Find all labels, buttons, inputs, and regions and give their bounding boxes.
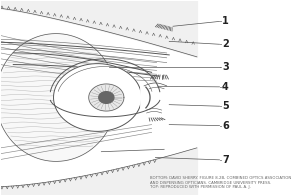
Text: 4: 4 <box>222 82 229 92</box>
Text: 7: 7 <box>222 155 229 165</box>
Text: 1: 1 <box>222 16 229 26</box>
Text: 3: 3 <box>222 62 229 73</box>
Polygon shape <box>89 84 124 111</box>
Text: 2: 2 <box>222 39 229 49</box>
Polygon shape <box>141 87 150 108</box>
Polygon shape <box>99 92 114 103</box>
Polygon shape <box>53 64 142 131</box>
Text: BOTTOM: DAVID SHERRY. FIGURE 8.2B, COMBINED OPTICS ASSOCIATION
AND DISPENSING OP: BOTTOM: DAVID SHERRY. FIGURE 8.2B, COMBI… <box>150 176 292 190</box>
Text: 6: 6 <box>222 121 229 131</box>
Polygon shape <box>0 34 116 161</box>
Text: 5: 5 <box>222 101 229 111</box>
